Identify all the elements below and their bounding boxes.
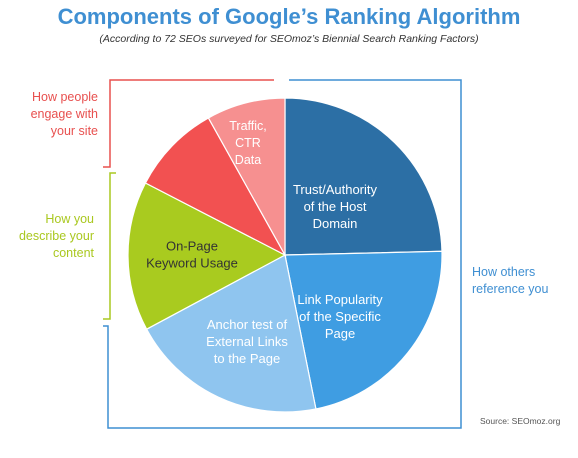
pie-slice	[207, 97, 286, 258]
pie-slice	[144, 117, 287, 257]
bracket-engage	[103, 79, 274, 168]
source-note: Source: SEOmoz.org	[480, 416, 561, 426]
slice-label: Anchor test of External Links to the Page	[206, 317, 288, 366]
chart-subtitle: (According to 72 SEOs surveyed for SEOmo…	[99, 33, 479, 45]
pie-slice	[145, 254, 317, 413]
pie-slice	[127, 182, 287, 331]
chart-title: Components of Google’s Ranking Algorithm	[57, 4, 521, 29]
bracket-label-reference: How others reference you	[472, 265, 549, 296]
slice-label: Trust/Authority of the Host Domain	[293, 182, 378, 231]
slice-label: Traffic, CTR Data	[229, 119, 267, 167]
bracket-label-engage: How people engage with your site	[30, 90, 98, 138]
pie-slice	[284, 97, 443, 256]
pie-slice	[284, 250, 443, 410]
bracket-label-describe: How you describe your content	[18, 212, 94, 260]
slice-label: On-Page Keyword Usage	[146, 239, 238, 271]
bracket-describe	[103, 172, 116, 320]
slice-label: Link Popularity of the Specific Page	[297, 292, 383, 341]
bracket-reference	[103, 79, 462, 429]
